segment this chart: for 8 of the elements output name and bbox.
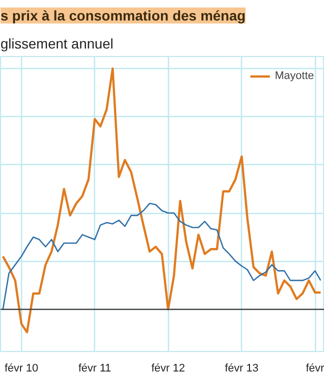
x-tick-label: févr 12 [151,362,185,374]
x-tick-label: févr 10 [4,362,38,374]
x-tick-label: févr 13 [224,362,259,374]
legend-label: Mayotte [274,70,314,82]
chart-subtitle: glissement annuel [0,36,114,52]
x-tick-label: févr 11 [78,362,112,374]
chart-title: s prix à la consommation des ménag [0,8,246,24]
x-tick-label: févr [306,362,324,374]
